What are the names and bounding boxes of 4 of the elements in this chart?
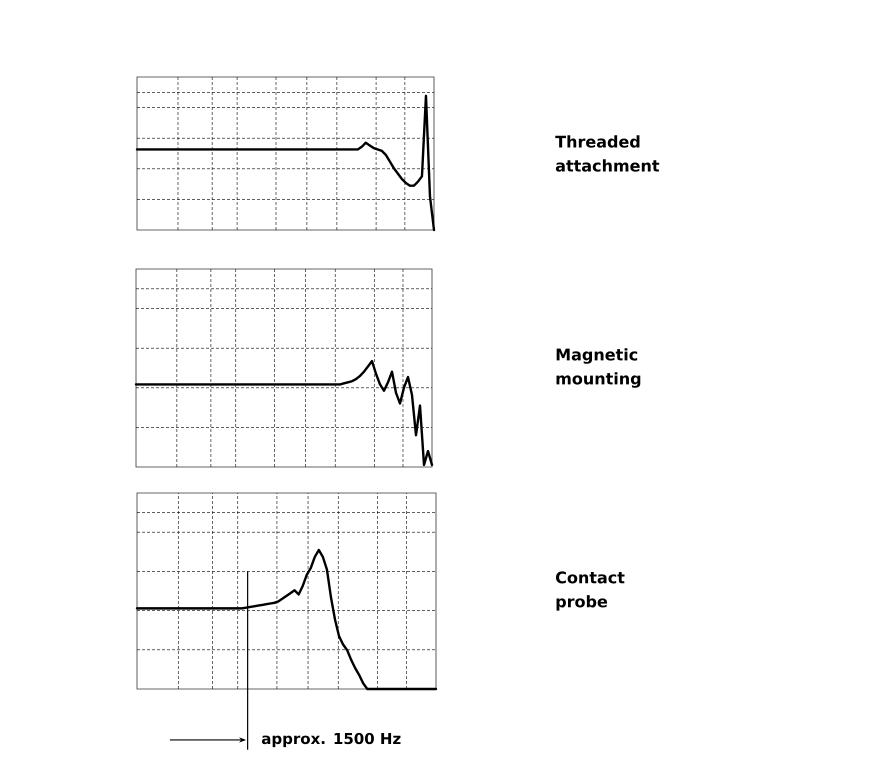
text: Magnetic mounting [556,348,640,388]
text: approx. 1500 Hz [262,732,400,748]
text: Threaded attachment [555,135,660,172]
text: Contact probe [556,571,625,611]
